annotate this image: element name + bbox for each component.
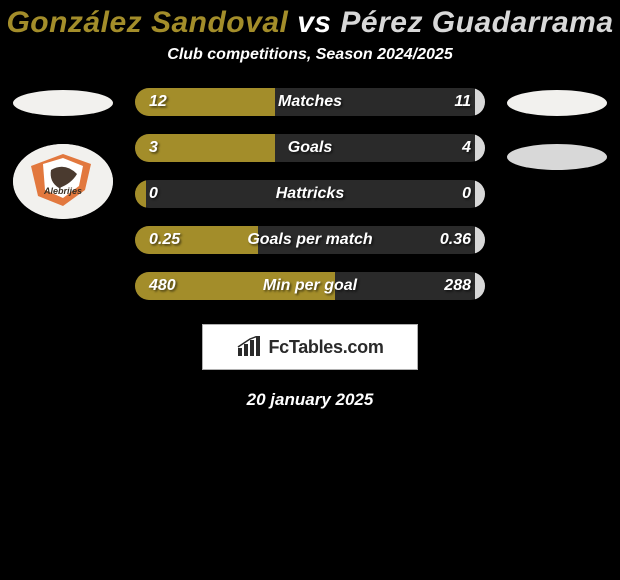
bar-value-right: 0.36	[440, 226, 471, 254]
bars-icon	[236, 336, 262, 358]
stat-bar: Goals per match0.250.36	[135, 226, 485, 254]
right-club-badge	[507, 144, 607, 170]
stat-bar: Goals34	[135, 134, 485, 162]
right-player-headshot	[507, 90, 607, 116]
bar-value-right: 0	[462, 180, 471, 208]
title-vs: vs	[297, 6, 331, 39]
comparison-bars: Matches1211 Goals34 Hattricks0 0 Goals per m…	[135, 86, 485, 300]
bar-fill-left	[135, 180, 146, 208]
left-club-badge: Alebrijes	[13, 144, 113, 219]
left-player-headshot	[13, 90, 113, 116]
bar-value-left: 0	[149, 180, 158, 208]
bar-fill-left	[135, 272, 335, 300]
player-right-name: Pérez Guadarrama	[340, 6, 613, 39]
content-row: Alebrijes Matches1211 Goals34 Hattricks0 0 G…	[0, 86, 620, 300]
player-left-name: González Sandoval	[6, 6, 288, 39]
right-player-column	[507, 86, 607, 170]
bar-fill-right	[475, 134, 486, 162]
bar-fill-right	[475, 88, 486, 116]
svg-text:Alebrijes: Alebrijes	[43, 186, 82, 196]
date-line: 20 january 2025	[0, 390, 620, 410]
comparison-card: González Sandoval vs Pérez Guadarrama Cl…	[0, 0, 620, 580]
bar-value-right: 11	[454, 88, 471, 116]
brand-badge[interactable]: FcTables.com	[202, 324, 418, 370]
page-title: González Sandoval vs Pérez Guadarrama	[0, 6, 620, 40]
left-player-column: Alebrijes	[13, 86, 113, 219]
bar-fill-left	[135, 134, 275, 162]
stat-bar: Matches1211	[135, 88, 485, 116]
stat-bar: Min per goal480288	[135, 272, 485, 300]
bar-fill-right	[475, 272, 486, 300]
stat-bar: Hattricks0 0	[135, 180, 485, 208]
bar-value-right: 288	[444, 272, 471, 300]
bar-fill-left	[135, 88, 275, 116]
bar-fill-right	[475, 180, 486, 208]
brand-text: FcTables.com	[268, 337, 383, 358]
alebrijes-badge-icon: Alebrijes	[13, 144, 113, 219]
bar-fill-right	[475, 226, 486, 254]
bar-fill-left	[135, 226, 258, 254]
bar-label: Hattricks	[135, 180, 485, 208]
bar-value-right: 4	[462, 134, 471, 162]
subtitle: Club competitions, Season 2024/2025	[0, 46, 620, 64]
